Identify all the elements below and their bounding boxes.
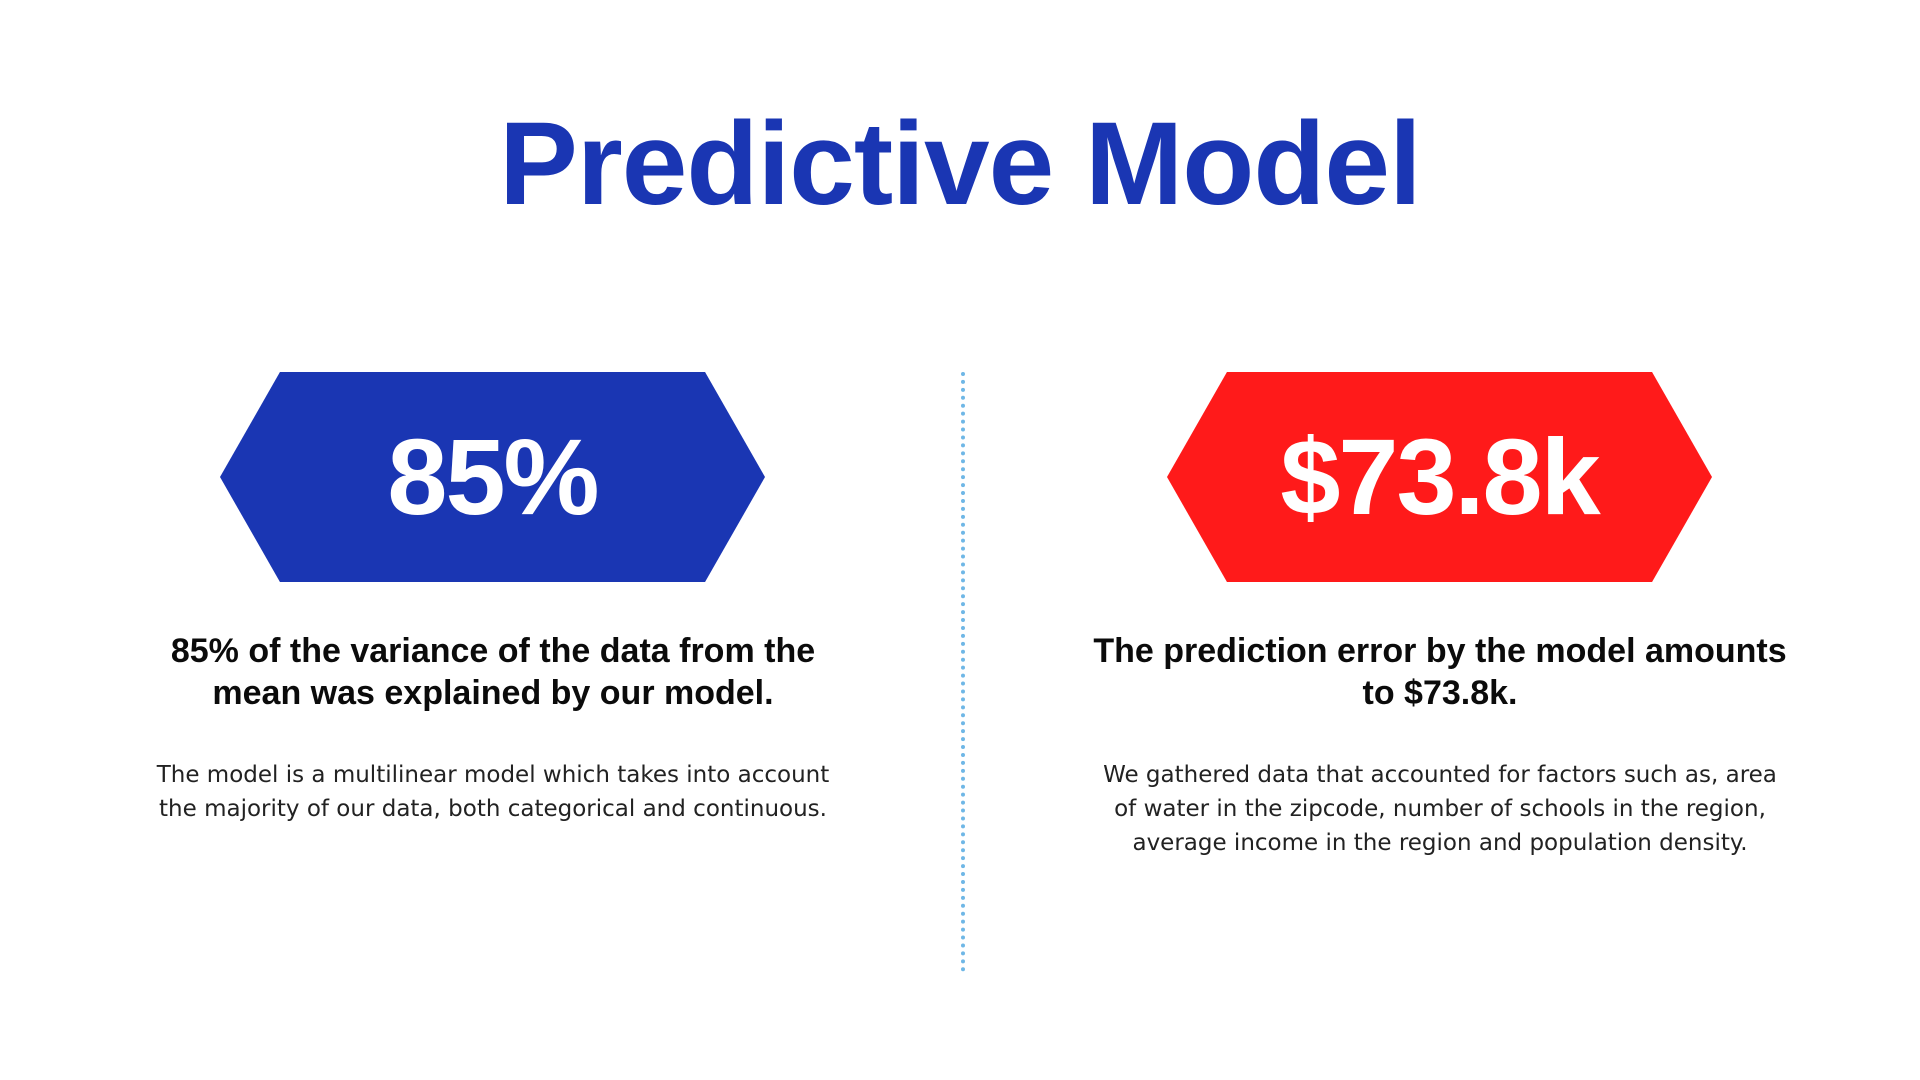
variance-description: The model is a multilinear model which t… bbox=[133, 758, 853, 826]
error-description-text: We gathered data that accounted for fact… bbox=[1103, 762, 1777, 856]
variance-description-text: The model is a multilinear model which t… bbox=[156, 762, 830, 822]
slide-title: Predictive Model bbox=[499, 98, 1422, 230]
stat-value-variance: 85% bbox=[387, 416, 599, 537]
error-headline: The prediction error by the model amount… bbox=[1080, 630, 1800, 714]
variance-headline-text: 85% of the variance of the data from the… bbox=[170, 632, 816, 712]
error-description: We gathered data that accounted for fact… bbox=[1080, 758, 1800, 860]
error-headline-text: The prediction error by the model amount… bbox=[1093, 632, 1787, 712]
stat-badge-error: $73.8k bbox=[1167, 372, 1712, 582]
column-divider bbox=[961, 372, 965, 972]
stat-badge-variance: 85% bbox=[220, 372, 765, 582]
stat-value-error: $73.8k bbox=[1280, 416, 1600, 537]
variance-headline: 85% of the variance of the data from the… bbox=[133, 630, 853, 714]
